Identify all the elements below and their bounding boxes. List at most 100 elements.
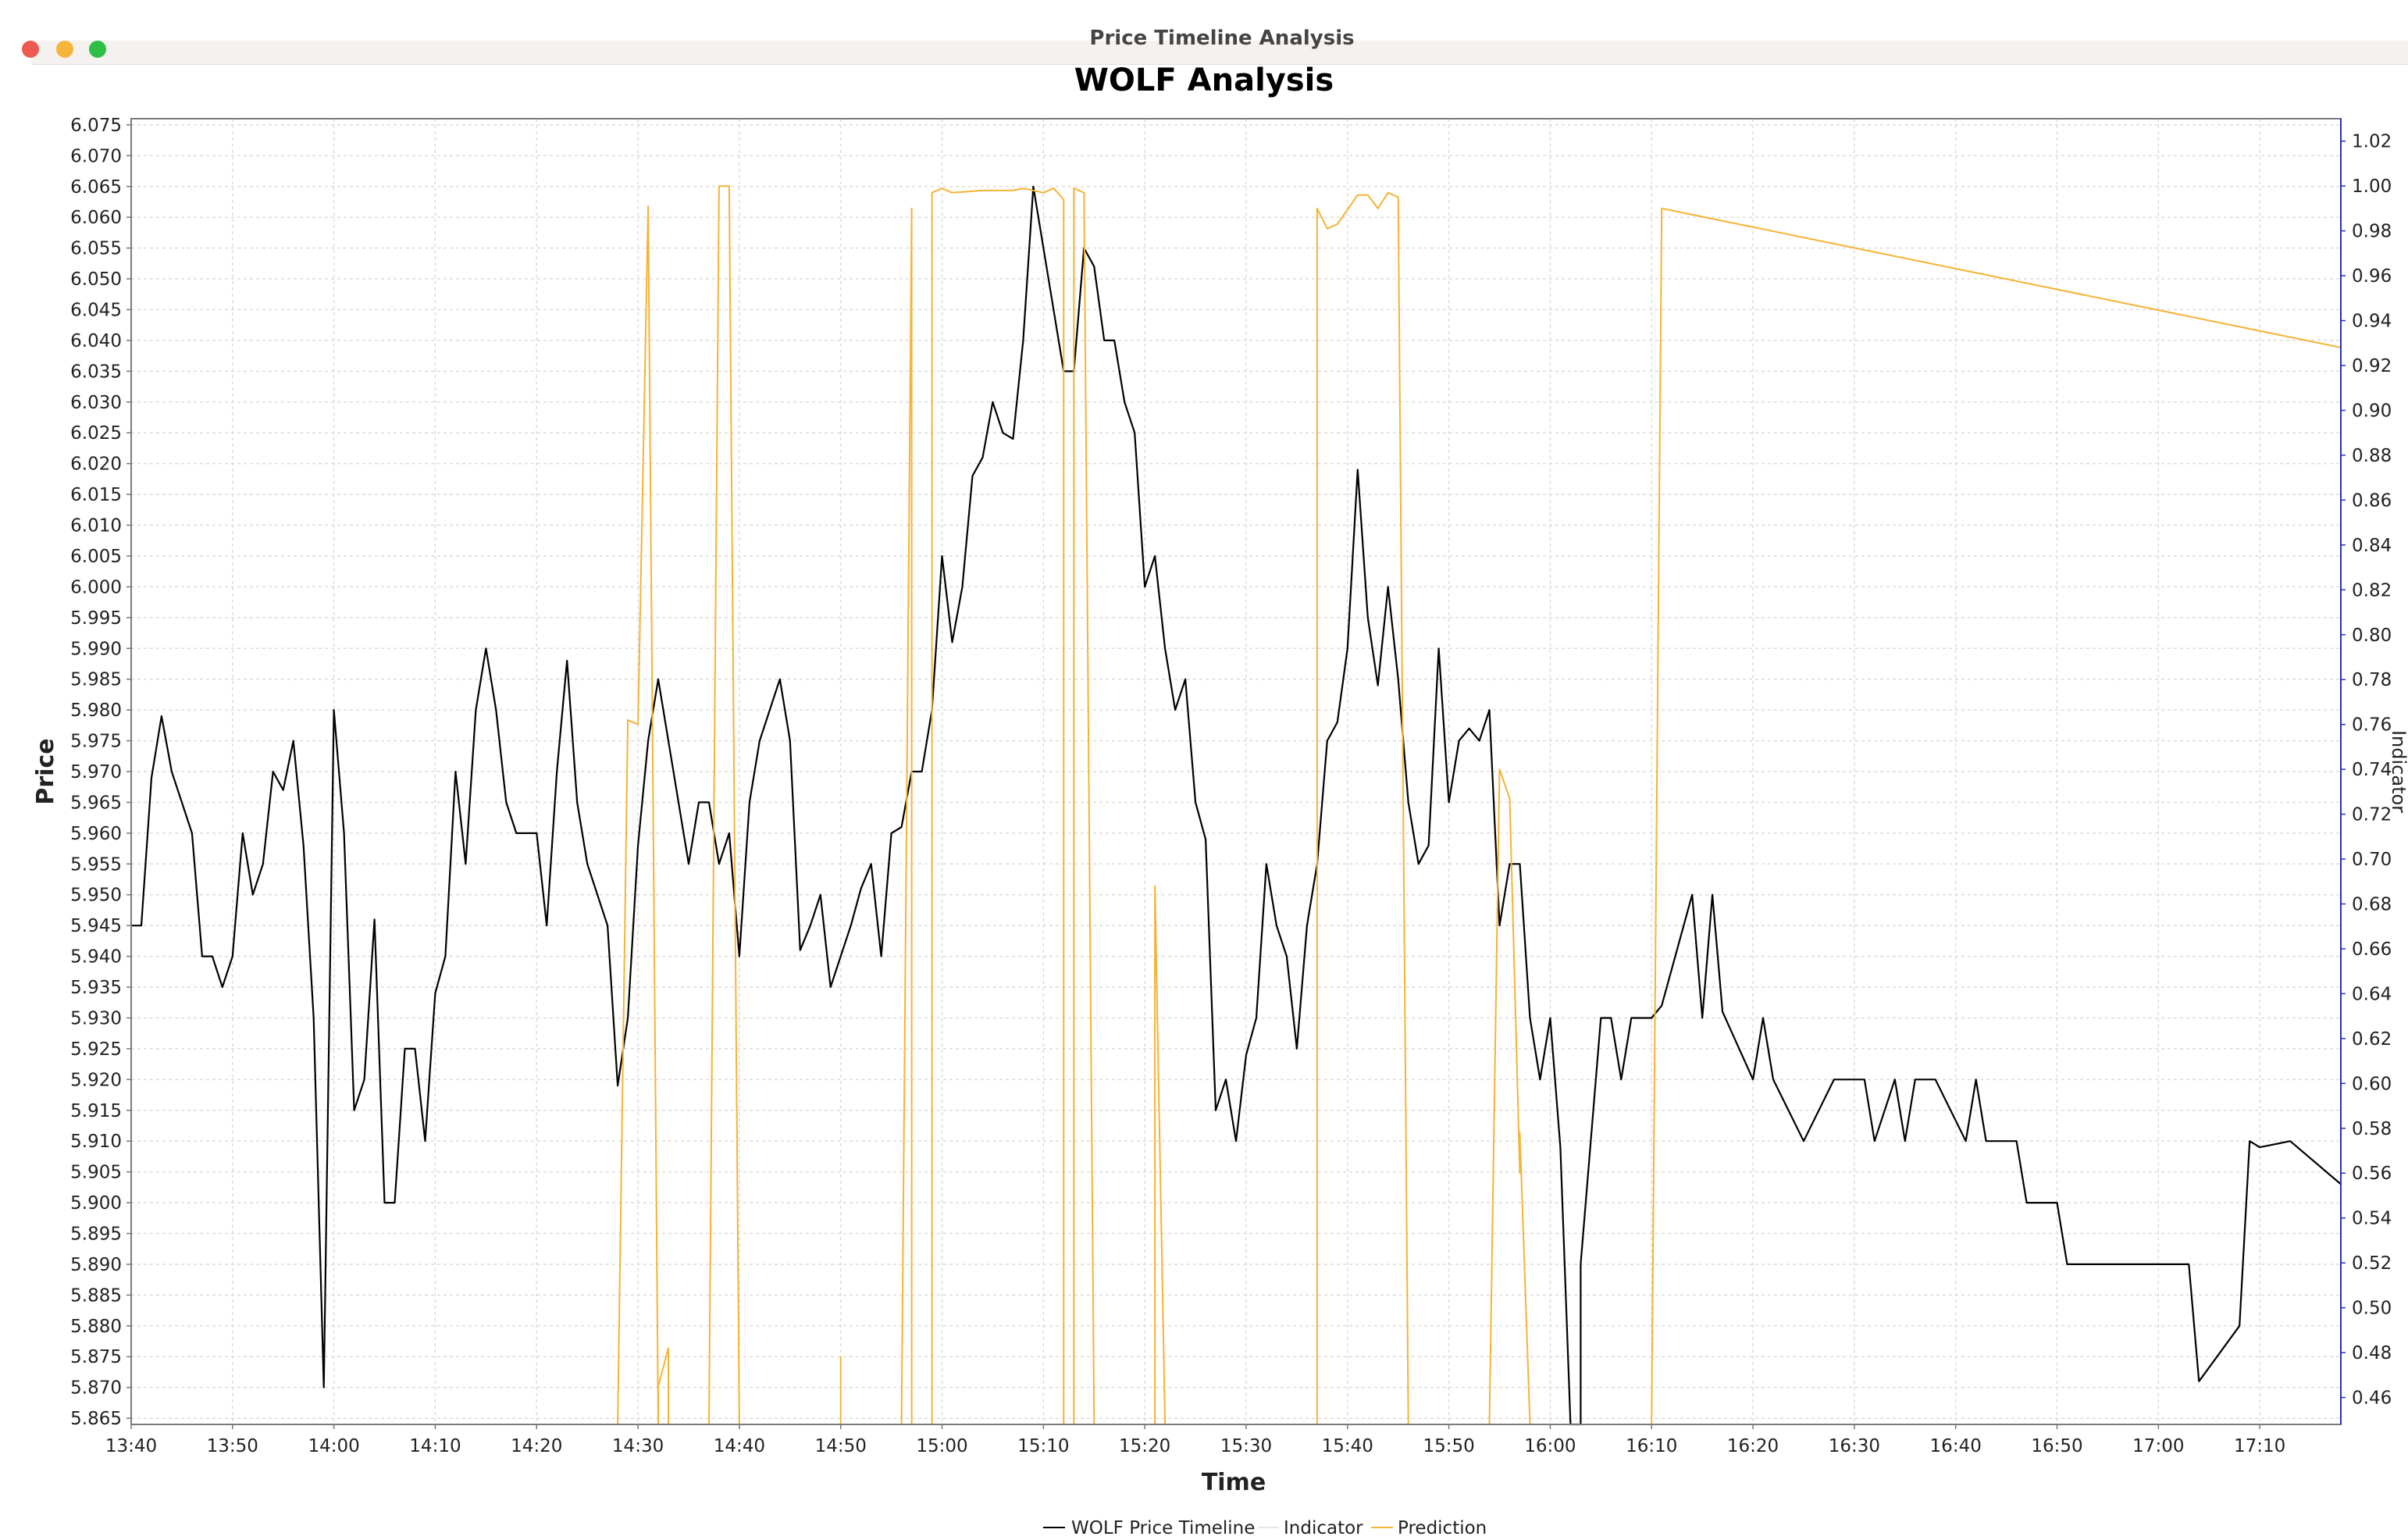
y2-tick-label: 0.56 xyxy=(2352,1164,2392,1184)
y-tick-label: 6.020 xyxy=(70,455,122,475)
y-tick-label: 6.015 xyxy=(70,485,122,505)
left-axis-ticks: 5.865 5.870 5.875 5.880 5.885 5.890 5.895 5.900… xyxy=(70,116,131,1429)
y-tick-label: 6.070 xyxy=(70,146,122,166)
y-tick-label: 5.930 xyxy=(70,1008,122,1028)
window-title: Price Timeline Analysis xyxy=(1089,27,1355,50)
y-tick-label: 5.875 xyxy=(70,1347,122,1367)
y2-tick-label: 0.54 xyxy=(2352,1209,2392,1229)
x-tick-label: 17:00 xyxy=(2132,1436,2184,1456)
x-tick-label: 13:40 xyxy=(105,1436,157,1456)
y-tick-label: 6.035 xyxy=(70,362,122,382)
y2-tick-label: 0.52 xyxy=(2352,1253,2392,1274)
y-tick-label: 5.880 xyxy=(70,1317,122,1337)
legend-label-prediction: Prediction xyxy=(1398,1518,1487,1538)
y-tick-label: 6.010 xyxy=(70,516,122,537)
y-tick-label: 5.945 xyxy=(70,916,122,936)
y-tick-label: 6.025 xyxy=(70,423,122,444)
y-tick-label: 6.065 xyxy=(70,177,122,198)
y2-tick-label: 0.78 xyxy=(2352,670,2392,690)
y-tick-label: 5.900 xyxy=(70,1193,122,1214)
y-tick-label: 5.895 xyxy=(70,1225,122,1245)
y2-tick-label: 0.48 xyxy=(2352,1343,2392,1364)
x-tick-label: 14:40 xyxy=(714,1436,765,1456)
y2-tick-label: 0.66 xyxy=(2352,939,2392,960)
y-tick-label: 5.865 xyxy=(70,1409,122,1429)
y-tick-label: 6.040 xyxy=(70,331,122,351)
y-tick-label: 5.950 xyxy=(70,886,122,906)
y-tick-label: 6.045 xyxy=(70,300,122,320)
y2-tick-label: 0.70 xyxy=(2352,850,2392,870)
chart-title: WOLF Analysis xyxy=(1074,62,1334,98)
x-tick-label: 15:50 xyxy=(1423,1436,1474,1456)
y-tick-label: 6.075 xyxy=(70,116,122,136)
x-tick-label: 14:30 xyxy=(612,1436,664,1456)
window-titlebar: Price Timeline Analysis xyxy=(22,27,2408,65)
y-tick-label: 5.915 xyxy=(70,1101,122,1121)
y-tick-label: 5.965 xyxy=(70,793,122,813)
y2-tick-label: 0.82 xyxy=(2352,580,2392,601)
y-tick-label: 5.985 xyxy=(70,670,122,690)
x-tick-label: 15:40 xyxy=(1322,1436,1373,1456)
x-tick-label: 15:10 xyxy=(1017,1436,1069,1456)
y2-tick-label: 1.02 xyxy=(2352,132,2392,152)
y-tick-label: 5.925 xyxy=(70,1039,122,1060)
x-tick-label: 13:50 xyxy=(207,1436,258,1456)
x-tick-label: 17:10 xyxy=(2234,1436,2285,1456)
y-tick-label: 5.955 xyxy=(70,854,122,875)
y-tick-label: 5.870 xyxy=(70,1378,122,1399)
y2-tick-label: 0.94 xyxy=(2352,312,2392,332)
y2-tick-label: 0.68 xyxy=(2352,894,2392,914)
y2-tick-label: 0.96 xyxy=(2352,266,2392,287)
time-axis-ticks: 13:40 13:50 14:00 14:10 14:20 14:30 14:40 14:50… xyxy=(105,1424,2285,1456)
y-tick-label: 5.980 xyxy=(70,700,122,721)
window-zoom-button[interactable] xyxy=(89,41,106,58)
y2-tick-label: 0.90 xyxy=(2352,401,2392,421)
y-tick-label: 5.940 xyxy=(70,947,122,968)
grid-lines xyxy=(130,119,2341,1424)
x-tick-label: 16:30 xyxy=(1829,1436,1880,1456)
x-tick-label: 16:50 xyxy=(2031,1436,2082,1456)
x-tick-label: 15:00 xyxy=(916,1436,967,1456)
y-tick-label: 6.060 xyxy=(70,208,122,228)
x-tick-label: 15:20 xyxy=(1119,1436,1170,1456)
x-tick-label: 16:00 xyxy=(1524,1436,1576,1456)
x-tick-label: 14:20 xyxy=(511,1436,562,1456)
y-tick-label: 5.970 xyxy=(70,762,122,782)
y2-tick-label: 0.80 xyxy=(2352,626,2392,646)
right-axis-ticks: 0.46 0.48 0.50 0.52 0.54 0.56 0.58 0.60 0.62 0.64… xyxy=(2341,132,2392,1409)
y-axis-label: Price xyxy=(32,738,59,804)
x-tick-label: 15:30 xyxy=(1220,1436,1272,1456)
series-line-wolf-price-timeline xyxy=(131,185,2342,1426)
y2-tick-label: 0.76 xyxy=(2352,715,2392,736)
x-tick-label: 16:20 xyxy=(1727,1436,1779,1456)
y2-tick-label: 0.64 xyxy=(2352,984,2392,1004)
y-tick-label: 5.905 xyxy=(70,1163,122,1183)
x-tick-label: 14:50 xyxy=(815,1436,867,1456)
x-axis-label: Time xyxy=(1202,1469,1266,1496)
y2-tick-label: 0.88 xyxy=(2352,446,2392,466)
legend-label-price: WOLF Price Timeline xyxy=(1071,1518,1255,1538)
y2-tick-label: 0.86 xyxy=(2352,490,2392,511)
y-tick-label: 6.055 xyxy=(70,239,122,259)
y-tick-label: 6.000 xyxy=(70,577,122,597)
y2-tick-label: 0.50 xyxy=(2352,1299,2392,1319)
window-minimize-button[interactable] xyxy=(56,41,73,58)
y-tick-label: 5.975 xyxy=(70,732,122,752)
y2-tick-label: 0.74 xyxy=(2352,760,2392,780)
y-tick-label: 5.990 xyxy=(70,639,122,659)
legend: WOLF Price Timeline Indicator Prediction xyxy=(1043,1518,1487,1538)
x-tick-label: 16:10 xyxy=(1626,1436,1677,1456)
window-close-button[interactable] xyxy=(22,41,39,58)
y-tick-label: 5.885 xyxy=(70,1285,122,1306)
y2-tick-label: 0.72 xyxy=(2352,805,2392,825)
y2-tick-label: 0.46 xyxy=(2352,1388,2392,1409)
y2-axis-label: Indicator xyxy=(2388,730,2408,813)
y-tick-label: 5.890 xyxy=(70,1255,122,1275)
y2-tick-label: 0.62 xyxy=(2352,1029,2392,1050)
x-tick-label: 14:00 xyxy=(308,1436,359,1456)
x-tick-label: 16:40 xyxy=(1930,1436,1982,1456)
y-tick-label: 5.995 xyxy=(70,608,122,629)
y-tick-label: 5.910 xyxy=(70,1132,122,1152)
x-tick-label: 14:10 xyxy=(409,1436,461,1456)
y-tick-label: 5.920 xyxy=(70,1070,122,1090)
